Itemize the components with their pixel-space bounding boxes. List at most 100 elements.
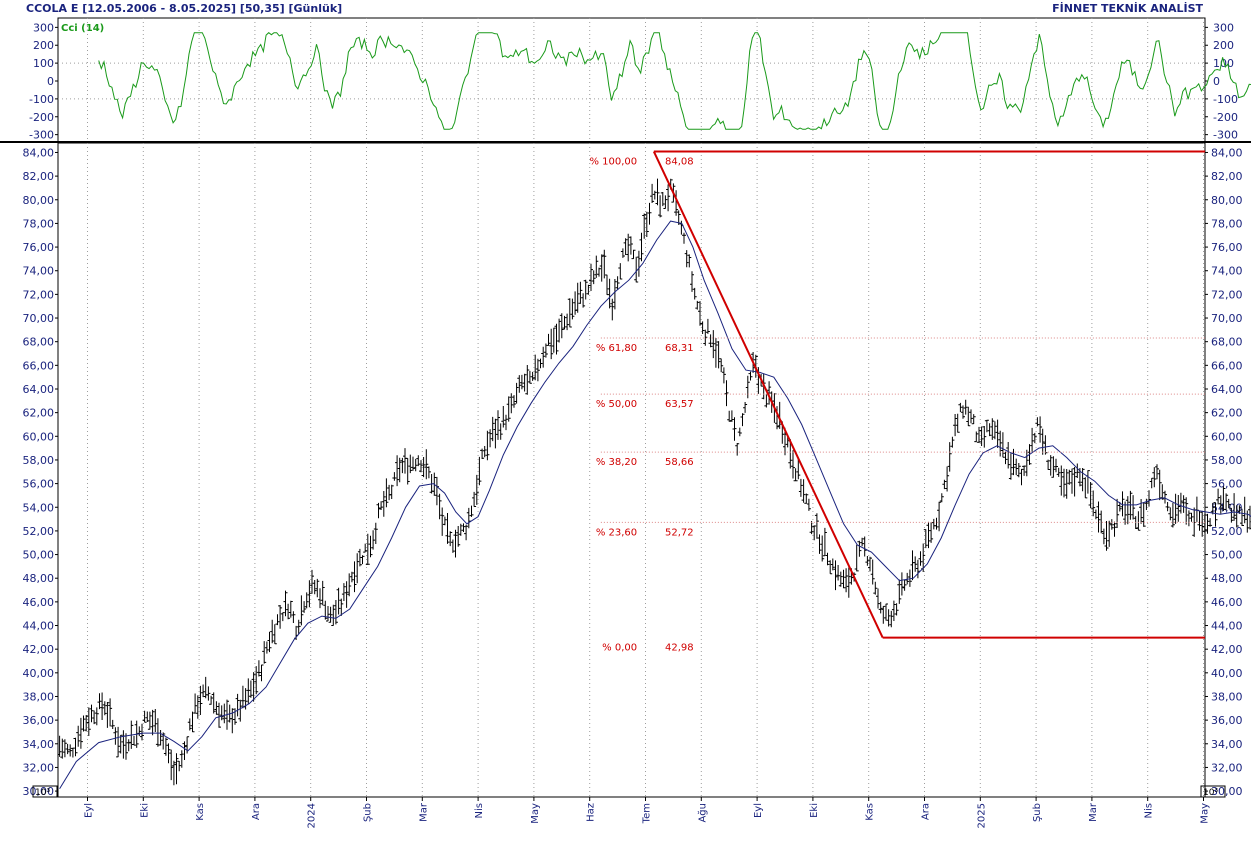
price-bar [889, 610, 894, 628]
price-bar [891, 600, 896, 621]
price-bar [522, 373, 527, 392]
price-bar [158, 730, 163, 746]
price-bar [84, 715, 89, 732]
price-bar [559, 313, 564, 339]
x-tick-label: 2025 [976, 803, 987, 828]
price-bar [379, 501, 384, 510]
price-bar [740, 413, 745, 427]
fib-pct-label: % 50,00 [596, 399, 637, 410]
price-bar [1064, 469, 1069, 499]
fib-pct-label: % 23,60 [596, 527, 637, 538]
price-bar [1099, 510, 1104, 534]
price-tick-right: 66,00 [1211, 359, 1243, 372]
price-bar [597, 267, 601, 277]
price-bar [116, 726, 121, 758]
price-bar [1173, 493, 1178, 524]
price-bar [1136, 511, 1141, 531]
price-bar [737, 427, 742, 437]
price-bar [147, 711, 152, 730]
price-bar [373, 522, 378, 544]
price-bar [1014, 458, 1019, 475]
price-bar [703, 329, 708, 346]
price-bar [1006, 442, 1011, 469]
price-bar [126, 739, 131, 752]
price-bar [562, 315, 567, 330]
price-bar [376, 502, 381, 519]
price-tick-left: 72,00 [23, 288, 55, 301]
price-bar [591, 270, 596, 285]
x-tick-label: Haz [586, 803, 597, 822]
price-bar [166, 743, 171, 764]
price-bar [1240, 508, 1244, 526]
price-bar [578, 281, 583, 304]
price-bar [137, 726, 142, 737]
price-bar [299, 595, 304, 626]
x-tick-label: Tem [642, 803, 653, 824]
price-bar [240, 685, 245, 709]
x-tick-label: Eki [809, 803, 820, 818]
price-bar [806, 498, 811, 511]
price-bar [365, 533, 370, 565]
price-bar [251, 672, 256, 702]
price-bar [1197, 510, 1202, 531]
price-bar [145, 711, 150, 722]
price-bar [387, 484, 392, 501]
price-bar [302, 601, 307, 613]
price-bar [1054, 458, 1058, 473]
price-tick-right: 46,00 [1211, 596, 1243, 609]
price-bar [573, 291, 578, 315]
price-bar [1170, 502, 1175, 528]
price-bar [1046, 459, 1051, 470]
price-frame [57, 142, 1206, 798]
price-bar [623, 238, 628, 255]
price-bar [990, 418, 995, 440]
price-tick-left: 50,00 [23, 549, 55, 562]
price-bar [440, 507, 445, 536]
price-bar [506, 396, 511, 422]
price-bar [217, 702, 221, 728]
price-bar [448, 531, 453, 547]
price-bar [360, 555, 365, 565]
price-bar [793, 468, 798, 482]
price-bar [195, 695, 200, 719]
price-bar [171, 760, 176, 786]
price-bar [1067, 469, 1072, 485]
price-bar [705, 318, 710, 334]
price-bar [974, 431, 979, 443]
price-bar [551, 327, 556, 353]
price-bar [1035, 417, 1040, 427]
price-bar [307, 580, 312, 608]
price-bar [775, 406, 779, 430]
price-bar [724, 380, 729, 407]
price-bar [1168, 507, 1173, 521]
x-tick-label: Kas [865, 803, 876, 821]
price-bar [105, 702, 110, 728]
price-bar [918, 551, 923, 566]
price-bar [910, 550, 915, 581]
price-bar [1115, 498, 1120, 528]
price-tick-left: 80,00 [23, 194, 55, 207]
price-bar [381, 491, 386, 517]
price-bar [1229, 507, 1234, 523]
price-bar [408, 454, 413, 474]
price-tick-left: 60,00 [23, 430, 55, 443]
price-tick-left: 42,00 [23, 643, 55, 656]
price-bar [110, 719, 115, 729]
price-bar [700, 321, 705, 334]
price-bar [687, 254, 692, 268]
price-bar [955, 413, 960, 433]
price-bar [283, 590, 288, 617]
price-bar [485, 430, 490, 461]
price-bar [1141, 502, 1146, 527]
price-bar [719, 358, 724, 373]
fib-value-label: 84,08 [665, 157, 694, 168]
price-bar [397, 457, 402, 483]
price-bar [1056, 467, 1061, 477]
price-tick-right: 52,00 [1211, 525, 1243, 538]
price-tick-left: 68,00 [23, 336, 55, 349]
price-bar [1216, 488, 1221, 505]
price-bar [384, 478, 389, 508]
price-bar [647, 202, 652, 225]
price-bar [496, 410, 500, 440]
